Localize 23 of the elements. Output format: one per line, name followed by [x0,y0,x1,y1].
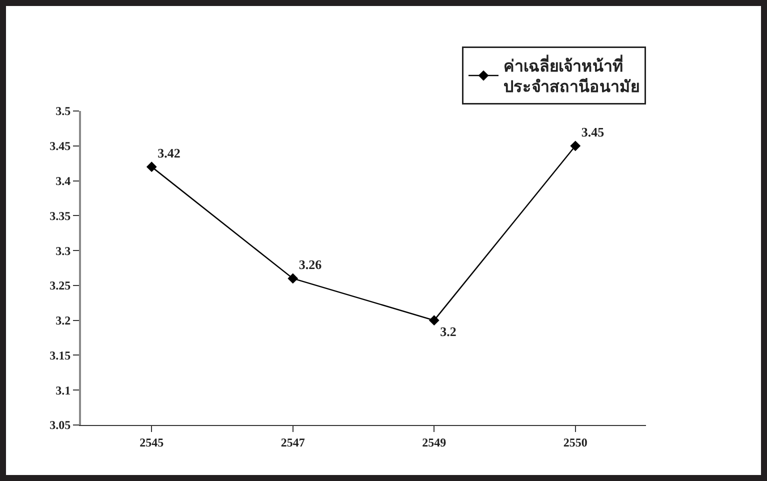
point [428,315,440,326]
y-tick-label: 3.45 [50,139,71,154]
y-tick-label: 3.4 [56,174,71,188]
y-tick-label: 3.35 [50,208,71,223]
y-tick-label: 3.3 [56,244,71,258]
x-tick-label: 2547 [280,435,305,450]
y-tick-label: 3.05 [50,418,71,432]
x-tick-label: 2550 [563,435,588,450]
data-label: 3.2 [440,324,456,340]
y-tick-label: 3.1 [56,383,71,398]
data-label: 3.26 [298,257,322,272]
y-tick-label: 3.2 [56,314,71,328]
data-label: 3.45 [581,124,605,140]
point [288,273,298,284]
y-tick-label: 3.5 [56,104,71,118]
legend-label: ค่าเฉลี่ยเจ้าหน้าที่ ประจำสถานีอนามัย [504,54,640,96]
point [146,162,157,172]
x-tick-label: 2549 [422,435,446,450]
y-tick-label: 3.15 [50,348,71,362]
y-tick-label: 3.25 [50,278,71,293]
point [570,140,581,152]
x-tick-label: 2545 [140,435,164,450]
data-label: 3.42 [158,146,180,161]
